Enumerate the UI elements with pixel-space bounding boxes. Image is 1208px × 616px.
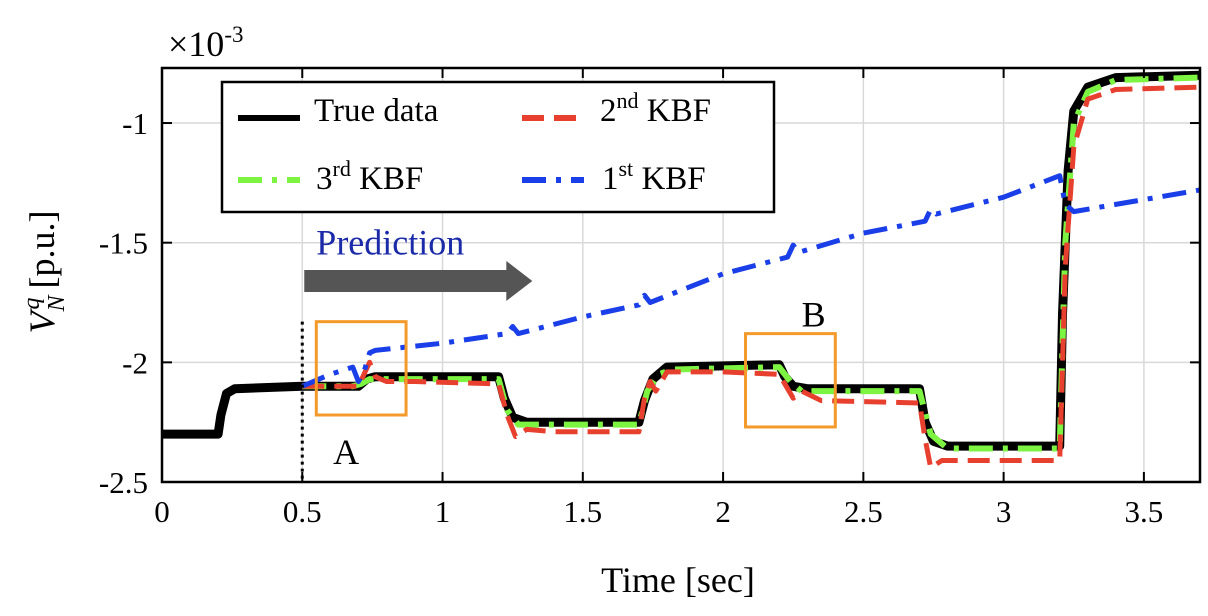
x-tick-label: 0.5 xyxy=(283,494,322,529)
box-b-label: B xyxy=(802,294,826,334)
x-tick-label: 1.5 xyxy=(563,494,602,529)
legend-label-3rd-kbf: 3rd KBF xyxy=(316,156,423,197)
x-tick-label: 1 xyxy=(435,494,451,529)
annotation-layer: Prediction xyxy=(304,223,533,301)
series-line-kbf2 xyxy=(302,84,1200,471)
x-tick-label: 2.5 xyxy=(844,494,883,529)
prediction-label: Prediction xyxy=(316,223,464,263)
prediction-arrow xyxy=(304,260,533,301)
y-multiplier: ×10-3 xyxy=(168,22,243,64)
axis-ticks: 0 0.5 1 1.5 2 2.5 3 3.5 -2.5 -2 -1.5 -1 xyxy=(99,68,1200,529)
y-tick-label: -1.5 xyxy=(99,226,148,261)
x-tick-label: 3 xyxy=(996,494,1012,529)
legend-label-1st-kbf: 1st KBF xyxy=(602,156,706,197)
legend-box xyxy=(220,80,776,214)
y-axis-title: VNq [p.u.] xyxy=(19,211,70,334)
x-tick-label: 2 xyxy=(715,494,731,529)
series-layer xyxy=(162,70,1200,471)
series-line-kbf1 xyxy=(301,173,1200,389)
x-axis-title: Time [sec] xyxy=(601,560,755,600)
y-tick-label: -1 xyxy=(122,106,148,141)
y-tick-label: -2.5 xyxy=(99,465,148,500)
highlight-boxes: AB xyxy=(300,294,837,482)
box-a-label: A xyxy=(333,432,359,472)
legend-label-2nd-kbf: 2nd KBF xyxy=(600,88,711,129)
plot-frame xyxy=(160,66,1202,484)
x-tick-label: 0 xyxy=(154,494,170,529)
highlight-box-a xyxy=(314,320,408,417)
legend: True data 2nd KBF 3rd KBF 1st KBF xyxy=(220,80,776,214)
legend-label-true-data: True data xyxy=(314,93,439,129)
highlight-box-b xyxy=(744,332,837,429)
x-tick-label: 3.5 xyxy=(1125,494,1164,529)
y-tick-label: -2 xyxy=(122,345,148,380)
